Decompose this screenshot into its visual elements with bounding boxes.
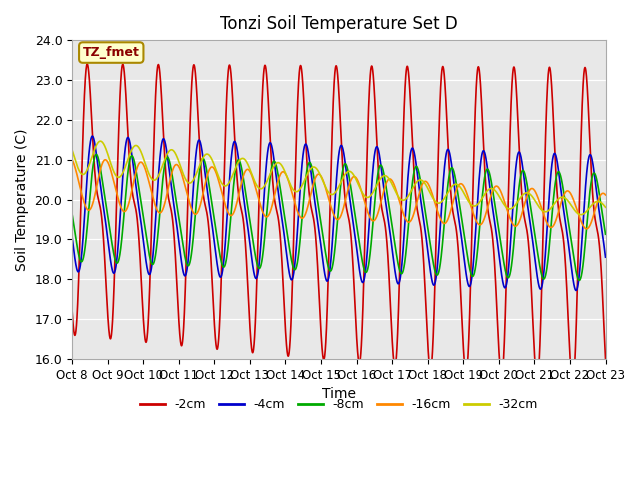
- Title: Tonzi Soil Temperature Set D: Tonzi Soil Temperature Set D: [220, 15, 458, 33]
- Text: TZ_fmet: TZ_fmet: [83, 46, 140, 59]
- X-axis label: Time: Time: [322, 387, 356, 401]
- Y-axis label: Soil Temperature (C): Soil Temperature (C): [15, 128, 29, 271]
- Legend: -2cm, -4cm, -8cm, -16cm, -32cm: -2cm, -4cm, -8cm, -16cm, -32cm: [134, 394, 543, 417]
